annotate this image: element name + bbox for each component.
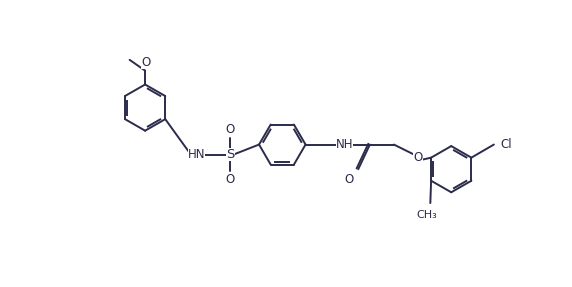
Text: Cl: Cl <box>501 138 513 151</box>
Text: O: O <box>141 56 150 69</box>
Text: HN: HN <box>188 148 205 161</box>
Text: CH₃: CH₃ <box>416 210 437 220</box>
Text: O: O <box>226 173 235 186</box>
Text: S: S <box>226 148 235 161</box>
Text: O: O <box>344 173 353 186</box>
Text: O: O <box>414 151 423 164</box>
Text: NH: NH <box>336 138 353 151</box>
Text: O: O <box>226 123 235 136</box>
